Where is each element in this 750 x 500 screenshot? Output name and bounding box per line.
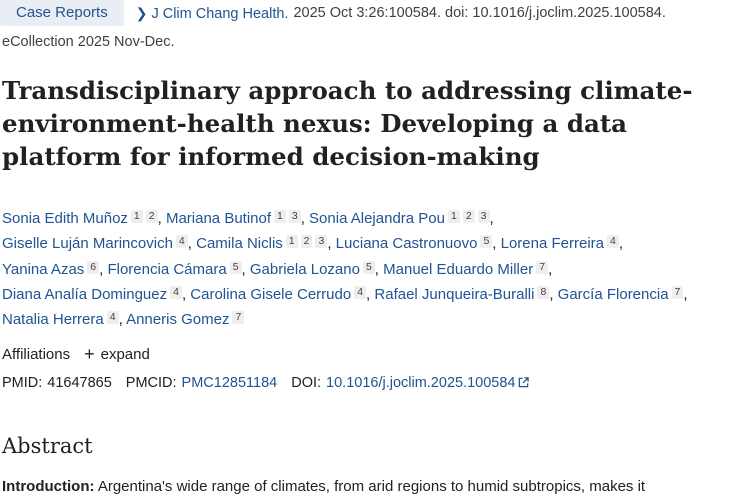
author-separator: ,	[327, 235, 336, 253]
affiliation-number-button[interactable]: 4	[170, 285, 182, 299]
author-link[interactable]: Gabriela Lozano	[249, 260, 360, 278]
affiliation-number-button[interactable]: 5	[229, 260, 242, 274]
citation-text: 2025 Oct 3:26:100584. doi: 10.1016/j.joc…	[293, 5, 666, 21]
author-separator: ,	[241, 260, 250, 278]
author-separator: ,	[366, 285, 375, 303]
expand-label: expand	[100, 346, 150, 363]
affiliation-number-button[interactable]: 3	[477, 210, 490, 223]
pmid-value: 41647865	[47, 375, 112, 391]
authors-line: Giselle Luján Marincovich 4, Camila Nicli…	[2, 231, 750, 256]
journal-name[interactable]: J Clim Chang Health.	[151, 5, 289, 22]
author-separator: ,	[548, 260, 553, 278]
authors-line: Diana Analía Dominguez 4, Carolina Gisele…	[2, 282, 750, 307]
title-line: platform for informed decision-making	[2, 142, 540, 171]
author-separator: ,	[683, 285, 688, 303]
author-separator: ,	[118, 311, 127, 329]
chevron-right-icon: ❯	[135, 4, 148, 21]
affiliation-number-button[interactable]: 8	[537, 285, 550, 299]
plus-icon: +	[84, 344, 95, 364]
affiliation-number-button[interactable]: 5	[362, 260, 375, 274]
title-line: Transdisciplinary approach to addressing…	[2, 76, 693, 105]
affiliation-number-button[interactable]: 3	[315, 235, 328, 249]
author-link[interactable]: Carolina Gisele Cerrudo	[190, 285, 352, 303]
author-link[interactable]: Florencia Cámara	[107, 260, 227, 278]
affiliation-number-button[interactable]: 4	[175, 235, 188, 249]
ecollection-text: eCollection 2025 Nov-Dec.	[2, 34, 175, 50]
affiliation-number-button[interactable]: 1	[130, 210, 143, 223]
citation-bar: Case Reports ❯ J Clim Chang Health. 2025 …	[0, 0, 666, 26]
affiliations-row: Affiliations + expand	[2, 344, 150, 364]
author-separator: ,	[374, 260, 384, 278]
author-separator: ,	[492, 235, 501, 253]
article-type-badge[interactable]: Case Reports	[0, 0, 124, 26]
abstract-intro: Introduction: Argentina's wide range of …	[2, 478, 645, 495]
author-link[interactable]: Anneris Gomez	[126, 311, 230, 329]
author-link[interactable]: Sonia Alejandra Pou	[309, 210, 445, 227]
identifiers-row: PMID: 41647865 PMCID: PMC12851184 DOI: 1…	[2, 375, 530, 391]
author-separator: ,	[99, 260, 108, 278]
affiliation-number-button[interactable]: 1	[285, 235, 298, 249]
doi-value[interactable]: 10.1016/j.joclim.2025.100584	[326, 375, 516, 391]
author-link[interactable]: Natalia Herrera	[2, 311, 104, 329]
author-link[interactable]: García Florencia	[557, 285, 669, 303]
author-link[interactable]: Manuel Eduardo Miller	[383, 260, 534, 278]
author-link[interactable]: Diana Analía Dominguez	[2, 285, 168, 303]
author-separator: ,	[618, 235, 624, 253]
author-link[interactable]: Lorena Ferreira	[500, 235, 605, 253]
affiliations-label: Affiliations	[2, 346, 71, 363]
author-link[interactable]: Yanina Azas	[2, 260, 85, 278]
doi-label: DOI:	[291, 375, 322, 391]
pmcid-label: PMCID:	[125, 375, 177, 391]
author-link[interactable]: Sonia Edith Muñoz	[2, 210, 128, 227]
intro-text: Argentina's wide range of climates, from…	[97, 478, 646, 495]
affiliation-number-button[interactable]: 7	[536, 260, 549, 274]
pmcid-link[interactable]: PMC12851184	[181, 375, 278, 391]
affiliation-number-button[interactable]: 2	[300, 235, 313, 249]
author-separator: ,	[187, 235, 197, 253]
external-link-icon	[519, 377, 530, 388]
author-separator: ,	[489, 210, 494, 227]
author-separator: ,	[549, 285, 558, 303]
article-title: Transdisciplinary approach to addressing…	[2, 74, 747, 173]
journal-link[interactable]: ❯ J Clim Chang Health.	[136, 5, 289, 22]
affiliation-number-button[interactable]: 4	[354, 285, 367, 299]
affiliation-number-button[interactable]: 7	[232, 311, 245, 325]
author-separator: ,	[181, 285, 191, 303]
affiliation-number-button[interactable]: 2	[462, 210, 475, 223]
doi-link[interactable]: 10.1016/j.joclim.2025.100584	[326, 375, 530, 391]
expand-affiliations-button[interactable]: + expand	[84, 344, 150, 364]
authors-line: Yanina Azas 6, Florencia Cámara 5, Gabriel…	[2, 257, 750, 282]
affiliation-number-button[interactable]: 1	[274, 210, 286, 223]
pmid-label: PMID:	[2, 375, 43, 391]
abstract-heading: Abstract	[2, 434, 93, 458]
affiliation-number-button[interactable]: 7	[671, 285, 684, 299]
authors-line: Natalia Herrera 4, Anneris Gomez 7	[2, 307, 750, 332]
author-link[interactable]: Camila Niclis	[196, 235, 283, 253]
affiliation-number-button[interactable]: 1	[447, 210, 460, 223]
author-link[interactable]: Giselle Luján Marincovich	[2, 235, 173, 253]
affiliation-number-button[interactable]: 3	[288, 210, 301, 223]
affiliation-number-button[interactable]: 5	[480, 235, 493, 249]
title-line: environment-health nexus: Developing a d…	[2, 109, 628, 138]
author-link[interactable]: Mariana Butinof	[165, 210, 272, 227]
author-separator: ,	[300, 210, 310, 227]
affiliation-number-button[interactable]: 6	[87, 260, 100, 274]
intro-label: Introduction:	[2, 478, 95, 495]
affiliation-number-button[interactable]: 4	[106, 311, 119, 325]
author-separator: ,	[157, 210, 166, 227]
authors-list: Sonia Edith Muñoz 1 2, Mariana Butinof 1 3, …	[2, 206, 750, 332]
authors-line: Sonia Edith Muñoz 1 2, Mariana Butinof 1 3, …	[2, 206, 750, 231]
author-link[interactable]: Rafael Junqueira-Buralli	[374, 285, 535, 303]
affiliation-number-button[interactable]: 2	[145, 210, 158, 223]
author-link[interactable]: Luciana Castronuovo	[335, 235, 478, 253]
affiliation-number-button[interactable]: 4	[607, 235, 619, 249]
